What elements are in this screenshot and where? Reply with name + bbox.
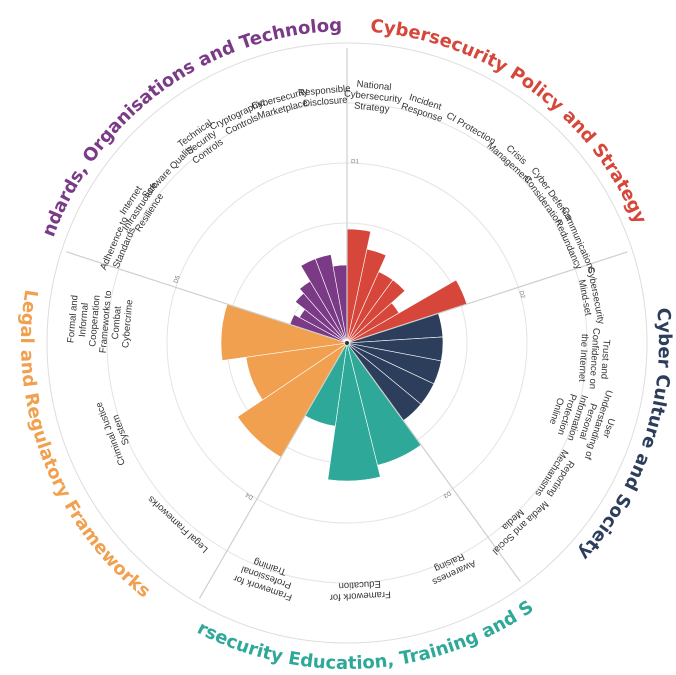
- factor-label-national-cybersecurity-strategy: NationalCybersecurityStrategy: [342, 77, 403, 116]
- bar-framework-for-education: [327, 342, 381, 482]
- outer-ring: [46, 42, 648, 644]
- dimension-tick-education: D3: [441, 489, 451, 499]
- dimension-divider-legal: [198, 353, 342, 599]
- dimension-tick-standards: D5: [173, 274, 182, 284]
- bars-group: [220, 228, 468, 482]
- factor-label-framework-for-education: Framework forEducation: [329, 578, 391, 603]
- dimension-tick-policy: D1: [351, 159, 360, 165]
- factor-label-legal-frameworks: Legal Frameworks: [146, 493, 211, 555]
- dimension-tick-culture: D2: [518, 290, 526, 300]
- spokes-group: D1 D2 D3 D4 D5: [66, 48, 628, 599]
- factor-label-ci-protection: CI Protection: [444, 110, 497, 147]
- bar-cybersecurity-marketplace: [314, 254, 348, 344]
- factor-label-media-and-social-media: Media and SocialMedia: [482, 490, 550, 556]
- dimension-tick-legal: D4: [244, 491, 254, 501]
- dimension-title-standards: Standards, Organisations and Technologie…: [0, 0, 343, 240]
- dimension-divider-education: [353, 352, 521, 583]
- center-point: [345, 341, 349, 345]
- factor-label-cybersecurity-mind-set: CybersecurityMind-set: [574, 266, 607, 327]
- factor-label-trust-and-confidence-on-the-internet: Trust andConfidence onthe Internet: [576, 327, 613, 390]
- factor-label-reporting-mechanisms: ReportingMechanisms: [532, 447, 579, 504]
- factor-label-formal-and-informal-cooperation-frameworks-to-combat-cybercrime: Formal andInformalCooperationFrameworks …: [65, 287, 136, 355]
- dimension-divider-culture: [358, 251, 628, 340]
- factor-label-responsible-disclosure: ResponsibleDisclosure: [298, 83, 352, 110]
- dimension-divider-standards: [66, 251, 336, 340]
- bar-crisis-management: [346, 279, 406, 344]
- bar-incident-response: [346, 248, 387, 344]
- factor-label-incident-response: IncidentResponse: [400, 91, 447, 125]
